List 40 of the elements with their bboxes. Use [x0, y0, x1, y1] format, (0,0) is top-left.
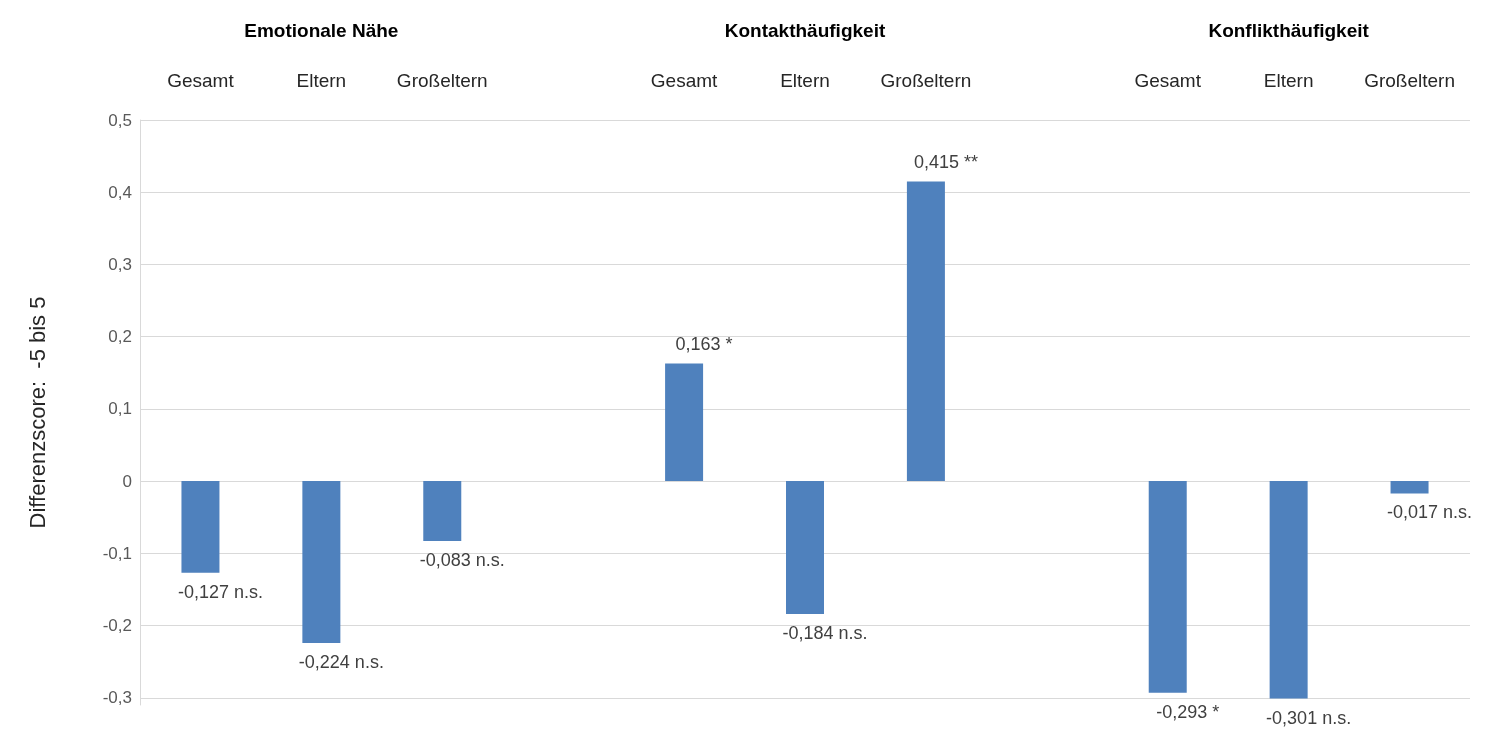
x-tick-label: Großeltern — [880, 70, 972, 91]
text: Konflikthäufigkeit — [1208, 19, 1370, 41]
data-label: 0,415 ** — [913, 152, 978, 173]
y-tick-label: -0,2 — [102, 616, 132, 636]
data-label: 0,163 * — [675, 334, 733, 355]
bar — [906, 181, 945, 482]
y-tick-label: 0,4 — [108, 182, 132, 202]
bar — [1148, 481, 1187, 693]
data-label: -0,127 n.s. — [177, 581, 263, 602]
x-tick-label: Eltern — [296, 70, 347, 91]
bar — [1390, 481, 1429, 494]
x-tick-label: Eltern — [780, 70, 830, 91]
data-label: -0,083 n.s. — [419, 550, 505, 571]
y-axis-title: Differenzscore: -5 bis 5 — [24, 296, 50, 529]
bar — [302, 481, 341, 643]
x-tick-label: Eltern — [1263, 70, 1314, 91]
y-tick-label: 0 — [122, 471, 132, 491]
data-label: -0,301 n.s. — [1266, 707, 1352, 728]
y-tick-label: 0,1 — [108, 399, 132, 419]
x-tick-label: Großeltern — [396, 70, 488, 91]
y-tick-label: 0,3 — [108, 254, 132, 274]
bar — [423, 481, 462, 542]
bar — [786, 481, 824, 614]
data-label: -0,224 n.s. — [298, 651, 384, 672]
x-tick-label: Gesamt — [1134, 70, 1202, 91]
x-tick-label: Großeltern — [1364, 70, 1455, 91]
bar — [1269, 481, 1308, 699]
data-label: -0,017 n.s. — [1387, 502, 1473, 523]
x-tick-label: Gesamt — [650, 70, 719, 91]
bar — [181, 481, 220, 573]
text: Kontakthäufigkeit — [724, 19, 886, 41]
y-tick-label: -0,1 — [102, 543, 132, 563]
data-label: -0,293 * — [1156, 701, 1220, 722]
data-label: -0,184 n.s. — [782, 623, 868, 643]
y-tick-label: 0,2 — [108, 327, 132, 347]
x-tick-label: Gesamt — [167, 70, 235, 91]
text: Emotionale Nähe — [244, 19, 399, 41]
y-tick-label: -0,3 — [102, 688, 132, 708]
y-tick-label: 0,5 — [108, 110, 132, 130]
bar — [665, 363, 704, 482]
